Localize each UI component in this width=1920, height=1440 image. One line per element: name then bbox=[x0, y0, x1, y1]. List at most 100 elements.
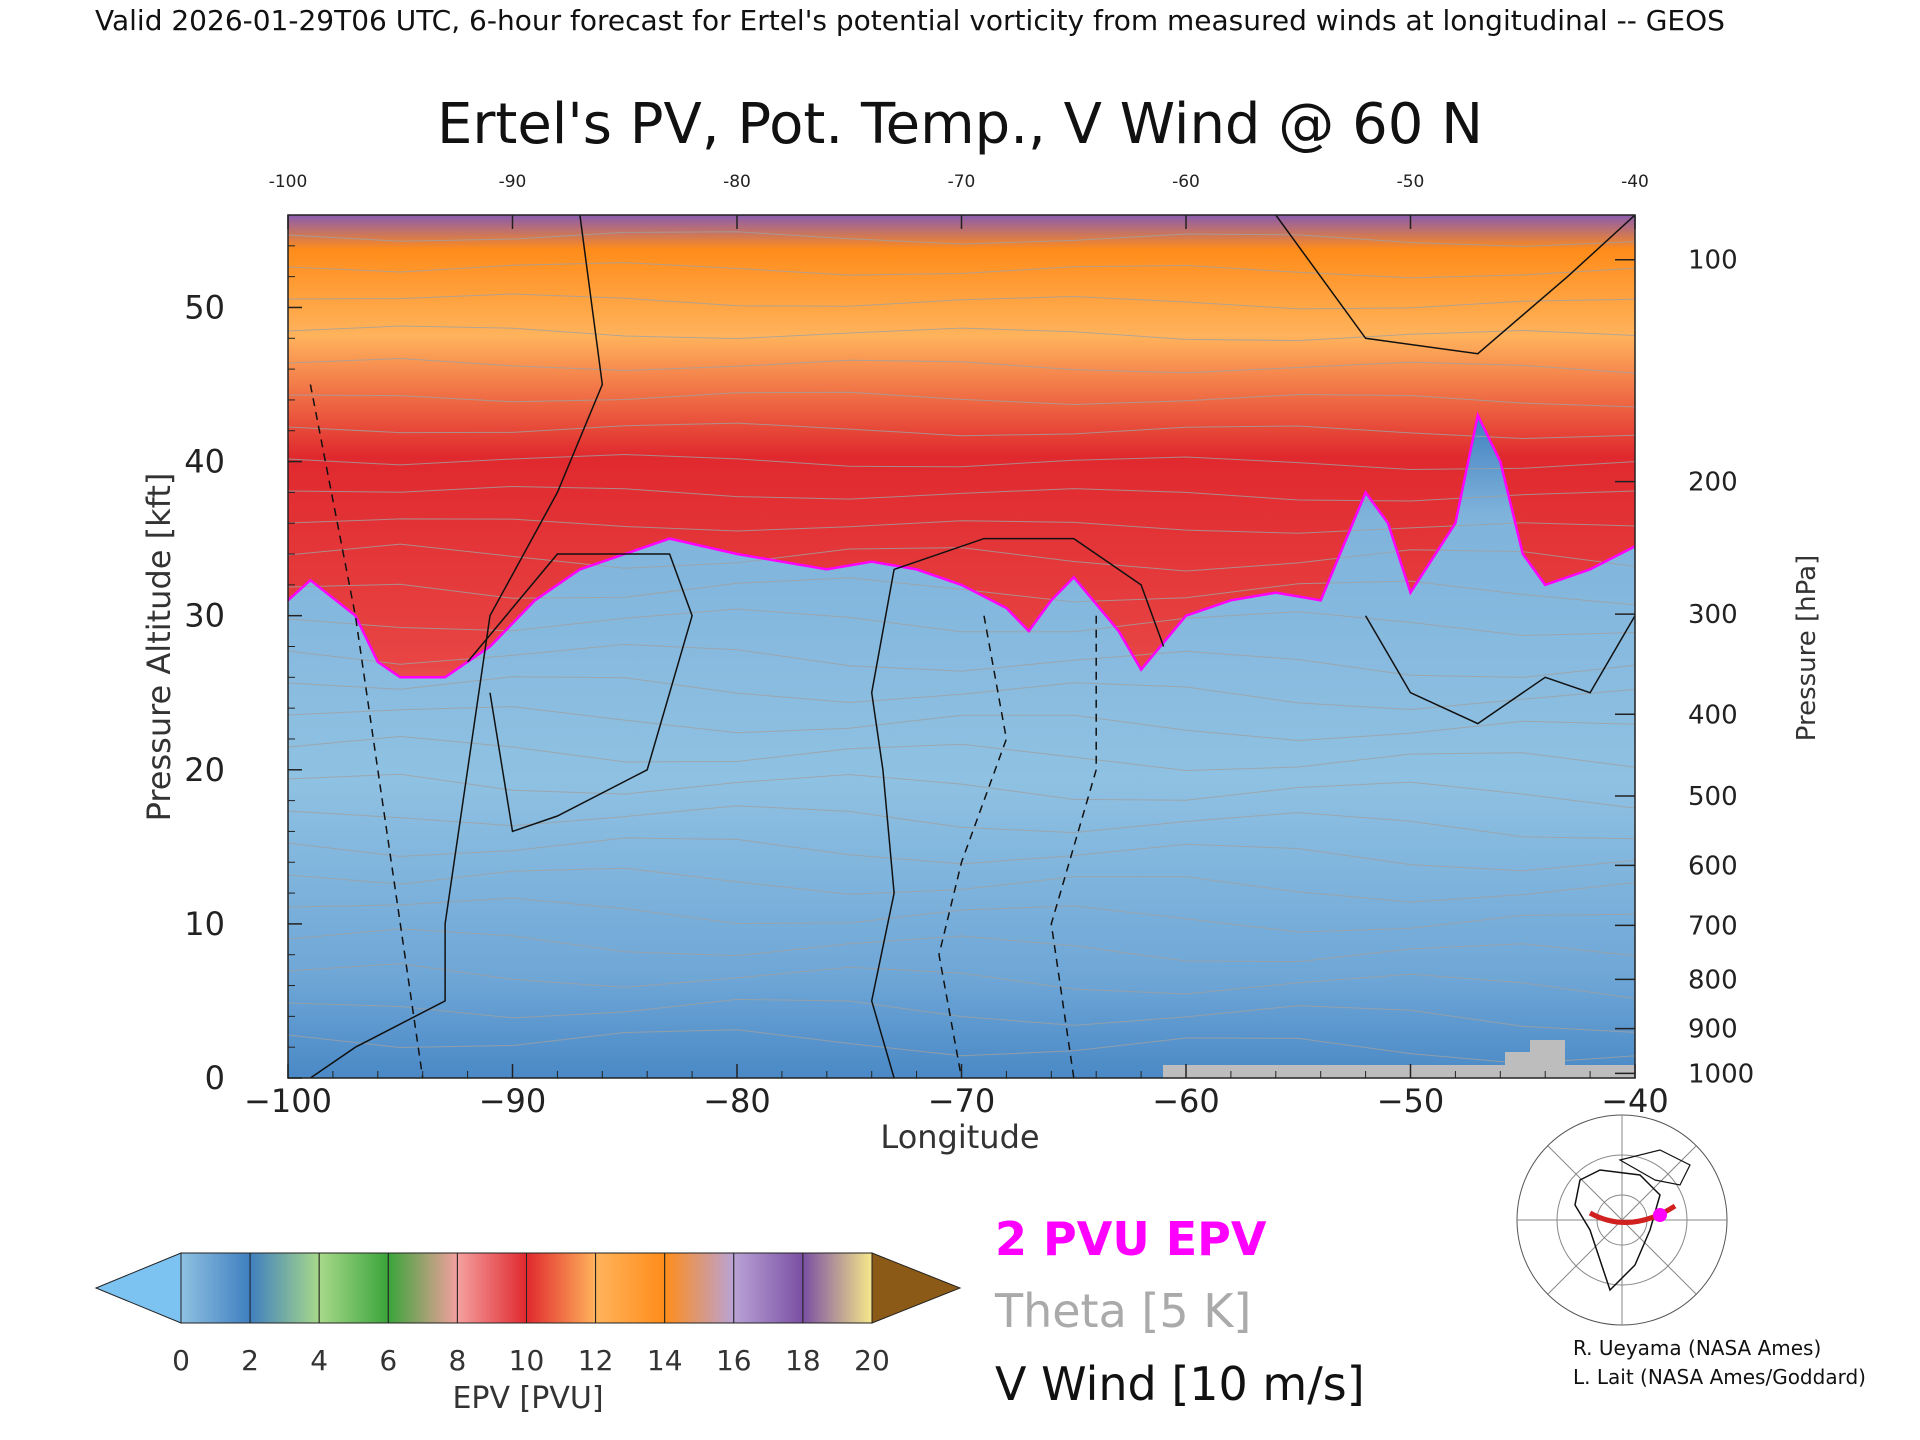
v-wind-contour bbox=[1364, 615, 1635, 725]
pressure-tick-label: 400 bbox=[1688, 700, 1738, 730]
colorbar-tick-label: 16 bbox=[716, 1344, 752, 1377]
theta-contour bbox=[288, 928, 1635, 963]
y-tick-label: 40 bbox=[184, 443, 225, 481]
theta-contour bbox=[288, 485, 1635, 502]
theta-contour bbox=[288, 453, 1635, 471]
pressure-tick-label: 800 bbox=[1688, 965, 1738, 995]
colorbar-tick-label: 2 bbox=[241, 1344, 259, 1377]
colorbar-segment bbox=[387, 1252, 458, 1324]
theta-contour bbox=[288, 735, 1635, 772]
axes: −100 -100 −90 -90 −80 -80 −70 -70 −60 -60 −50 -50 −4… bbox=[184, 172, 1668, 1120]
theta-contour bbox=[288, 706, 1635, 742]
v-wind-contour bbox=[1050, 615, 1097, 1078]
x-top-tick-label: -80 bbox=[723, 172, 751, 192]
theta-contour bbox=[288, 231, 1635, 247]
theta-contour bbox=[288, 577, 1635, 606]
pressure-tick-label: 900 bbox=[1688, 1015, 1738, 1045]
colorbar-tick-label: 8 bbox=[448, 1344, 466, 1377]
theta-contour bbox=[288, 897, 1635, 933]
troposphere-field bbox=[288, 415, 1635, 1078]
colorbar-segment bbox=[595, 1252, 666, 1324]
credit-line-1: R. Ueyama (NASA Ames) bbox=[1573, 1336, 1821, 1360]
theta-contour bbox=[288, 357, 1635, 374]
locator-map bbox=[1516, 1114, 1728, 1326]
legend-epv: 2 PVU EPV bbox=[995, 1212, 1267, 1266]
colorbar-tick-label: 12 bbox=[578, 1344, 614, 1377]
v-wind-contour bbox=[870, 537, 1165, 1078]
colorbar-tick-label: 18 bbox=[785, 1344, 821, 1377]
colorbar-tick-label: 14 bbox=[647, 1344, 683, 1377]
colorbar-segment bbox=[733, 1252, 804, 1324]
x-top-tick-label: -60 bbox=[1172, 172, 1200, 192]
theta-contour bbox=[288, 325, 1635, 342]
x-top-tick-label: -90 bbox=[499, 172, 527, 192]
theta-contours bbox=[288, 231, 1635, 1065]
pressure-tick-label: 1000 bbox=[1688, 1059, 1754, 1089]
theta-contour bbox=[288, 293, 1635, 310]
colorbar-segment bbox=[180, 1252, 251, 1324]
theta-contour bbox=[288, 391, 1635, 408]
colorbar-over-arrow bbox=[871, 1252, 962, 1324]
theta-contour bbox=[288, 963, 1635, 999]
x-axis-label: Longitude bbox=[880, 1118, 1039, 1156]
credit-line-2: L. Lait (NASA Ames/Goddard) bbox=[1573, 1365, 1866, 1389]
v-wind-contour bbox=[938, 615, 1008, 1078]
pressure-tick-label: 200 bbox=[1688, 468, 1738, 498]
plot-area bbox=[288, 215, 1635, 1078]
x-tick-label: −100 bbox=[244, 1082, 332, 1120]
theta-contour bbox=[288, 1029, 1635, 1065]
x-top-tick-label: -100 bbox=[269, 172, 308, 192]
y-tick-label: 10 bbox=[184, 905, 225, 943]
colorbar-segment bbox=[318, 1252, 389, 1324]
pressure-tick-label: 600 bbox=[1688, 851, 1738, 881]
pressure-axis: 100 200 300 400 500 600 700 800 900 1000 bbox=[1615, 246, 1754, 1089]
x-top-tick-label: -70 bbox=[948, 172, 976, 192]
colorbar-under-arrow bbox=[94, 1252, 182, 1324]
colorbar-tick-label: 20 bbox=[854, 1344, 890, 1377]
colorbar-segment bbox=[249, 1252, 320, 1324]
pressure-tick-label: 300 bbox=[1688, 600, 1738, 630]
y-tick-label: 30 bbox=[184, 597, 225, 635]
legend-theta: Theta [5 K] bbox=[994, 1284, 1251, 1338]
colorbar-segment bbox=[664, 1252, 735, 1324]
theta-contour bbox=[288, 518, 1635, 534]
v-wind-contour bbox=[309, 384, 424, 1078]
colorbar: 0 2 4 6 8 10 12 14 16 18 20 bbox=[94, 1252, 962, 1377]
pressure-tick-label: 100 bbox=[1688, 246, 1738, 276]
theta-contour bbox=[288, 262, 1635, 279]
y-tick-label: 0 bbox=[205, 1059, 225, 1097]
v-wind-contour bbox=[467, 553, 693, 833]
v-wind-contours bbox=[309, 215, 1635, 1078]
terrain bbox=[1163, 1040, 1635, 1078]
y-axis-label: Pressure Altitude [kft] bbox=[140, 473, 178, 822]
theta-contour bbox=[288, 643, 1635, 678]
theta-contour bbox=[288, 805, 1635, 840]
x-top-tick-label: -50 bbox=[1397, 172, 1425, 192]
theta-contour bbox=[288, 867, 1635, 903]
y-tick-label: 20 bbox=[184, 751, 225, 789]
theta-contour bbox=[288, 543, 1635, 572]
epv-2pvu-contour bbox=[288, 411, 1635, 679]
x-tick-label: −60 bbox=[1152, 1082, 1220, 1120]
colorbar-segment bbox=[456, 1252, 527, 1324]
v-wind-contour bbox=[1275, 215, 1635, 355]
colorbar-segment bbox=[802, 1252, 873, 1324]
colorbar-tick-label: 0 bbox=[172, 1344, 190, 1377]
theta-contour bbox=[288, 608, 1635, 637]
theta-contour bbox=[288, 676, 1635, 711]
colorbar-tick-label: 10 bbox=[509, 1344, 545, 1377]
y-tick-label: 50 bbox=[184, 288, 225, 326]
pressure-tick-label: 700 bbox=[1688, 911, 1738, 941]
x-tick-label: −40 bbox=[1601, 1082, 1669, 1120]
theta-contour bbox=[288, 773, 1635, 809]
theta-contour bbox=[288, 998, 1635, 1033]
x-tick-label: −80 bbox=[703, 1082, 771, 1120]
x-tick-label: −90 bbox=[479, 1082, 547, 1120]
x-tick-label: −50 bbox=[1377, 1082, 1445, 1120]
colorbar-segment bbox=[526, 1252, 597, 1324]
valid-time-header: Valid 2026-01-29T06 UTC, 6-hour forecast… bbox=[95, 4, 1725, 37]
colorbar-tick-label: 4 bbox=[310, 1344, 328, 1377]
theta-contour bbox=[288, 422, 1635, 440]
x-top-tick-label: -40 bbox=[1621, 172, 1649, 192]
